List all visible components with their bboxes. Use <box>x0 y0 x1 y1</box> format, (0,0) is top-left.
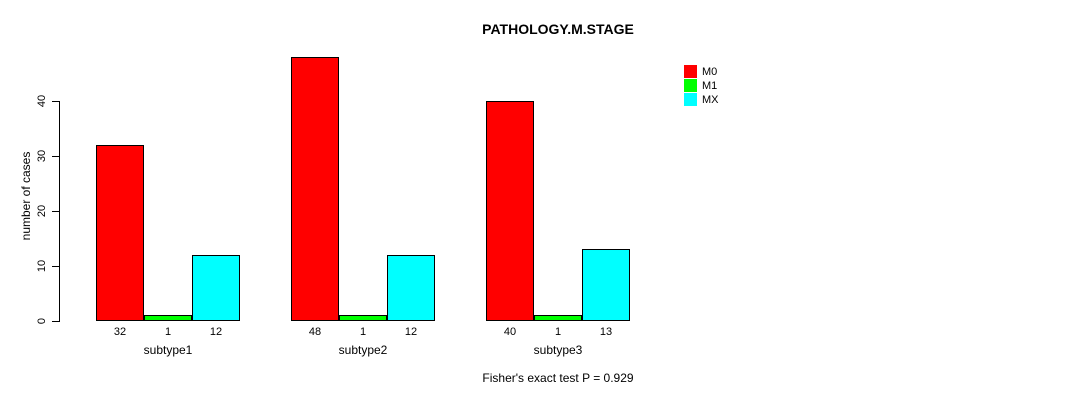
y-tick-label: 20 <box>36 204 48 218</box>
y-tick-mark <box>52 211 60 212</box>
category-label-subtype1: subtype1 <box>143 343 193 357</box>
bar-M1-subtype1 <box>144 315 192 321</box>
legend-row-M1: M1 <box>684 79 719 92</box>
category-label-subtype2: subtype2 <box>338 343 388 357</box>
bar-M0-subtype3 <box>486 101 534 321</box>
bar-value-label: 1 <box>554 326 562 338</box>
bar-value-label: 1 <box>164 326 172 338</box>
bar-value-label: 12 <box>404 326 418 338</box>
category-label-subtype3: subtype3 <box>533 343 583 357</box>
bar-value-label: 40 <box>503 326 517 338</box>
bar-value-label: 13 <box>599 326 613 338</box>
fisher-test-annotation: Fisher's exact test P = 0.929 <box>482 371 634 385</box>
y-tick-mark <box>52 156 60 157</box>
bar-M0-subtype1 <box>96 145 144 321</box>
legend-label: MX <box>702 93 719 106</box>
legend-label: M1 <box>702 79 718 92</box>
legend-swatch-MX <box>684 93 697 106</box>
y-tick-label: 10 <box>36 259 48 273</box>
y-tick-mark <box>52 321 60 322</box>
y-tick-label: 30 <box>36 149 48 163</box>
bar-M0-subtype2 <box>291 57 339 321</box>
y-tick-label: 40 <box>36 94 48 108</box>
legend: M0 M1 MX <box>684 65 719 106</box>
bar-value-label: 48 <box>308 326 322 338</box>
y-axis-label: number of cases <box>19 151 33 241</box>
y-tick-mark <box>52 266 60 267</box>
bar-value-label: 12 <box>209 326 223 338</box>
bar-value-label: 1 <box>359 326 367 338</box>
legend-row-MX: MX <box>684 93 719 106</box>
legend-swatch-M0 <box>684 65 697 78</box>
bar-M1-subtype2 <box>339 315 387 321</box>
bar-MX-subtype3 <box>582 249 630 321</box>
bar-MX-subtype1 <box>192 255 240 321</box>
legend-swatch-M1 <box>684 79 697 92</box>
legend-label: M0 <box>702 65 718 78</box>
chart-title: PATHOLOGY.M.STAGE <box>482 21 634 37</box>
y-tick-mark <box>52 101 60 102</box>
bar-value-label: 32 <box>113 326 127 338</box>
y-tick-label: 0 <box>36 317 48 325</box>
bar-M1-subtype3 <box>534 315 582 321</box>
legend-row-M0: M0 <box>684 65 719 78</box>
bar-MX-subtype2 <box>387 255 435 321</box>
